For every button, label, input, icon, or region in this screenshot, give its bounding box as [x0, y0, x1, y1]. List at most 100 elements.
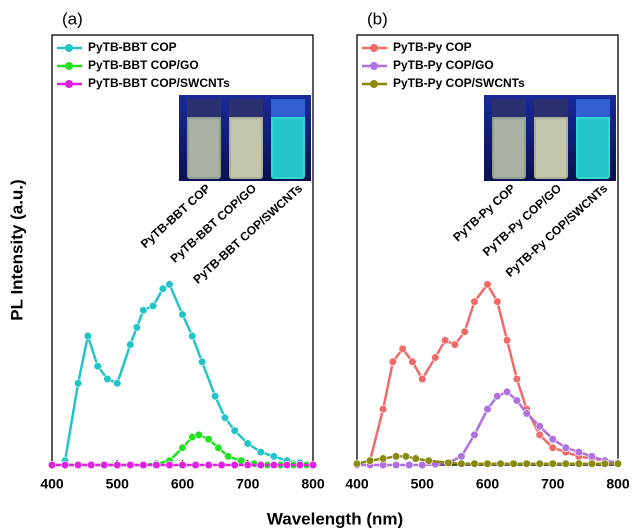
data-point [392, 460, 401, 470]
vial-cap [229, 99, 263, 117]
data-point [158, 284, 168, 293]
x-tick-label: 700 [541, 476, 565, 492]
data-point [204, 435, 213, 444]
data-point [93, 362, 102, 371]
data-point [512, 374, 521, 384]
data-point [440, 336, 450, 345]
data-point [379, 405, 388, 414]
annotation: PyTB-BBT COP/GO [168, 181, 260, 265]
data-point [83, 331, 92, 341]
data-point [87, 460, 96, 470]
data-point [113, 379, 122, 388]
data-point [561, 459, 570, 468]
vial-liquid [578, 119, 608, 177]
legend-label: PyTB-BBT COP/SWCNTs [88, 76, 230, 90]
x-tick-label: 800 [606, 476, 630, 492]
data-point [522, 459, 531, 468]
data-point [408, 357, 417, 366]
y-axis-label: PL Intensity (a.u.) [7, 179, 26, 320]
data-point [411, 454, 420, 463]
legend-marker [370, 62, 378, 70]
vial-liquid [494, 119, 524, 177]
x-tick-label: 500 [106, 476, 130, 492]
data-point [214, 443, 223, 452]
data-point [197, 357, 207, 366]
data-point [535, 430, 544, 440]
data-point [405, 460, 414, 470]
x-tick-label: 400 [40, 476, 64, 492]
legend-marker [65, 44, 73, 52]
vial-cap [576, 99, 610, 117]
data-point [587, 459, 597, 468]
data-point [126, 340, 135, 349]
vial-liquid [273, 119, 303, 177]
data-point [587, 452, 597, 461]
legend-label: PyTB-BBT COP [88, 40, 177, 54]
data-point [418, 460, 427, 470]
data-point [191, 460, 200, 470]
data-point [308, 460, 318, 470]
data-point [224, 452, 233, 461]
data-point [165, 460, 174, 470]
data-point [535, 459, 544, 468]
vial-liquid [536, 119, 566, 177]
data-point [139, 460, 148, 470]
data-point [149, 301, 158, 311]
data-point [600, 459, 610, 468]
data-point [100, 460, 109, 470]
data-point [178, 443, 187, 452]
data-point [483, 280, 492, 289]
legend-label: PyTB-Py COP/GO [393, 58, 494, 72]
data-point [444, 458, 453, 467]
data-point [502, 387, 512, 397]
data-point [103, 374, 112, 384]
data-point [388, 357, 397, 366]
series-line [368, 282, 619, 465]
data-point [204, 460, 213, 470]
data-point [470, 297, 479, 306]
x-tick-label: 400 [345, 476, 369, 492]
data-point [522, 409, 531, 418]
vial-cap [187, 99, 221, 117]
data-point [256, 460, 265, 470]
data-point [217, 460, 226, 470]
data-point [470, 459, 479, 468]
vial-liquid [231, 119, 261, 177]
data-point [295, 460, 305, 470]
vial-liquid [189, 119, 219, 177]
data-point [398, 344, 407, 354]
data-point [365, 456, 375, 465]
annotation: PyTB-Py COP/GO [480, 181, 564, 259]
legend-marker [65, 80, 73, 88]
x-tick-label: 500 [411, 476, 435, 492]
data-point [493, 392, 502, 401]
data-point [418, 374, 427, 384]
data-point [352, 459, 362, 468]
series-line [357, 390, 619, 467]
data-point [256, 448, 265, 457]
data-point [230, 460, 239, 470]
vial-cap [492, 99, 526, 117]
data-point [126, 460, 135, 470]
data-point [178, 310, 187, 319]
legend-label: PyTB-Py COP [393, 40, 472, 54]
data-point [450, 340, 459, 349]
x-tick-label: 600 [476, 476, 500, 492]
data-point [211, 392, 220, 401]
data-point [220, 413, 230, 422]
data-point [548, 459, 557, 468]
data-point [132, 323, 141, 332]
data-point [269, 452, 278, 461]
data-point [73, 460, 83, 470]
data-point [47, 460, 57, 470]
data-point [230, 426, 239, 435]
data-point [457, 452, 466, 461]
panel-label: (b) [367, 9, 388, 28]
legend-marker [65, 62, 73, 70]
data-point [574, 448, 583, 457]
data-point [483, 459, 492, 468]
data-point [613, 459, 623, 468]
data-point [502, 336, 512, 345]
data-point [60, 460, 70, 470]
data-point [460, 327, 469, 336]
